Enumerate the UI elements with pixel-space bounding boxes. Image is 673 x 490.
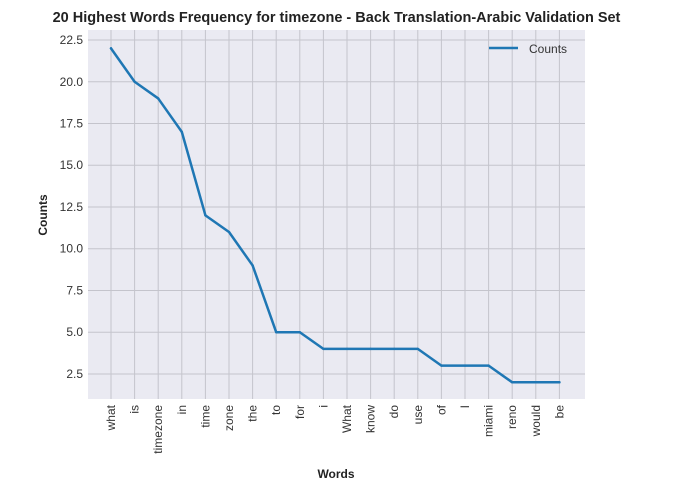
x-gridlines <box>110 30 560 399</box>
plot-area <box>88 30 585 399</box>
x-tick-label: would <box>529 405 543 437</box>
series-layer <box>109 47 561 384</box>
data-point <box>322 347 325 351</box>
y-tick-label: 22.5 <box>60 33 84 47</box>
y-tick-label: 15.0 <box>60 158 84 172</box>
y-tick-label: 20.0 <box>60 75 84 89</box>
legend: Counts <box>489 42 567 56</box>
x-tick-label: zone <box>222 405 236 431</box>
x-tick-label: what <box>104 404 118 431</box>
x-tick-label: What <box>340 404 354 433</box>
data-point <box>109 47 113 50</box>
y-tick-label: 7.5 <box>66 283 83 297</box>
legend-label: Counts <box>529 42 567 56</box>
data-point <box>534 381 537 384</box>
x-axis-label: Words <box>317 467 354 481</box>
data-point <box>463 364 467 367</box>
y-tick-labels: 2.5 5.0 7.5 10.0 12.5 15.0 17.5 20.0 22.5 <box>60 33 84 381</box>
data-point <box>369 347 372 351</box>
data-point <box>204 214 207 217</box>
y-tick-label: 12.5 <box>60 200 84 214</box>
x-tick-label: for <box>293 405 307 419</box>
data-point <box>251 264 254 267</box>
series-line <box>109 47 561 384</box>
data-point <box>133 80 136 83</box>
y-tick-label: 10.0 <box>60 242 84 256</box>
y-tick-label: 5.0 <box>66 325 83 339</box>
y-tick-label: 2.5 <box>66 367 83 381</box>
x-tick-labels: what is timezone in time zone the to for i What kno… <box>104 404 566 453</box>
y-gridlines <box>88 39 585 375</box>
x-tick-label: reno <box>505 405 519 429</box>
x-tick-label: is <box>128 405 142 414</box>
x-tick-label: be <box>552 405 566 419</box>
data-point <box>298 331 301 334</box>
x-tick-label: in <box>175 405 189 414</box>
data-point <box>416 347 419 351</box>
data-point <box>393 347 396 351</box>
y-tick-label: 17.5 <box>60 117 84 131</box>
data-point <box>227 230 231 234</box>
data-point <box>180 130 183 134</box>
y-axis-label: Counts <box>36 194 50 236</box>
data-point <box>558 381 561 384</box>
data-point <box>487 364 490 367</box>
x-tick-label: of <box>434 404 448 415</box>
x-tick-label: timezone <box>151 405 165 454</box>
data-point <box>345 347 349 351</box>
x-tick-label: do <box>387 405 401 419</box>
x-tick-label: time <box>198 405 212 428</box>
x-tick-label: the <box>246 405 260 422</box>
x-tick-label: to <box>269 405 283 415</box>
x-tick-label: know <box>364 405 378 433</box>
x-tick-label: use <box>411 405 425 425</box>
x-tick-label: I <box>458 405 472 408</box>
data-point <box>275 331 278 334</box>
data-point <box>157 97 160 100</box>
data-point <box>511 381 514 384</box>
x-tick-label: i <box>316 405 330 408</box>
x-tick-label: miami <box>482 405 496 437</box>
chart-title: 20 Highest Words Frequency for timezone … <box>53 10 621 26</box>
data-point <box>440 364 443 367</box>
